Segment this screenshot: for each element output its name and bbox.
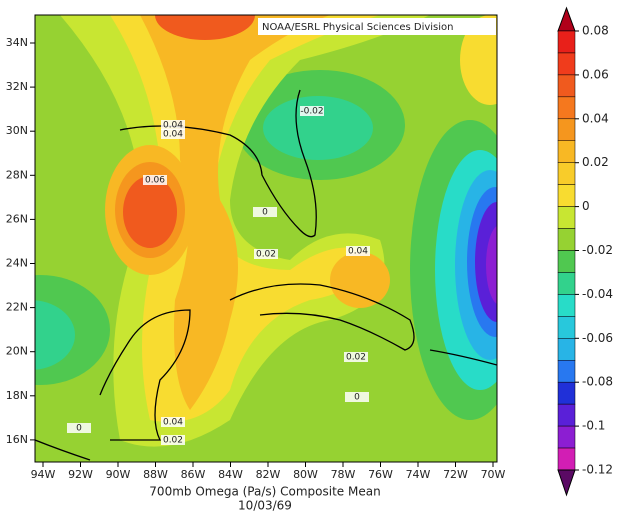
contour-label-bg xyxy=(346,246,370,256)
credit-box xyxy=(258,18,496,35)
colorbar-label: 0.08 xyxy=(582,24,609,38)
contour-label-bg xyxy=(161,435,185,445)
coastlines xyxy=(35,89,497,461)
omega-field xyxy=(35,15,497,462)
x-tick-label: 80W xyxy=(293,468,318,481)
colorbar-cell xyxy=(557,140,576,163)
colorbar-cell xyxy=(557,206,576,229)
contour-label: 0.04 xyxy=(348,247,368,257)
map-frame xyxy=(34,14,498,463)
colorbar-cell xyxy=(557,30,576,54)
colorbar-top xyxy=(557,6,576,32)
contour-label: 0.06 xyxy=(145,176,165,186)
x-tick-label: 76W xyxy=(368,468,393,481)
colorbar-cell xyxy=(557,403,576,427)
contour-label: 0 xyxy=(76,424,82,434)
colorbar-label: -0.08 xyxy=(582,375,613,389)
contour-label: 0.02 xyxy=(163,436,183,446)
x-tick-label: 72W xyxy=(443,468,468,481)
colorbar-cell xyxy=(557,250,576,273)
x-tick-label: 88W xyxy=(143,468,168,481)
x-tick-label: 70W xyxy=(481,468,506,481)
colorbar-label: 0 xyxy=(582,199,590,213)
colorbar-cell xyxy=(557,294,576,317)
colorbar-label: -0.04 xyxy=(582,287,613,301)
credit: NOAA/ESRL Physical Sciences Division xyxy=(262,22,454,33)
colorbar-label: -0.06 xyxy=(582,331,613,345)
contour-label: 0 xyxy=(262,208,268,218)
colorbar-label: -0.12 xyxy=(582,463,613,477)
colorbar-cell xyxy=(557,162,576,185)
colorbar-bottom xyxy=(557,469,576,497)
colorbar-label: -0.02 xyxy=(582,243,613,257)
y-tick-label: 24N xyxy=(6,257,28,270)
colorbar-cell xyxy=(557,184,576,207)
x-tick-label: 86W xyxy=(181,468,206,481)
contour-label-bg xyxy=(161,129,185,139)
caption-title: 700mb Omega (Pa/s) Composite Mean xyxy=(149,485,380,499)
colorbar: 0.08 0.06 0.04 0.02 0 -0.02 -0.04 -0.06 -0.08 -0.… xyxy=(557,6,613,497)
colorbar-cell xyxy=(557,447,576,471)
colorbar-cell xyxy=(557,74,576,98)
colorbar-label: 0.04 xyxy=(582,111,609,125)
colorbar-label: 0.02 xyxy=(582,155,609,169)
x-tick-label: 94W xyxy=(31,468,56,481)
contour-label-bg xyxy=(161,120,185,130)
y-tick-label: 30N xyxy=(6,124,28,137)
x-tick-label: 92W xyxy=(68,468,93,481)
colorbar-cell xyxy=(557,425,576,449)
colorbar-cell xyxy=(557,316,576,339)
colorbar-label: 0.06 xyxy=(582,67,609,81)
y-tick-label: 20N xyxy=(6,345,28,358)
caption-date: 10/03/69 xyxy=(238,499,292,513)
contour-label: 0.04 xyxy=(163,130,183,140)
y-tick-label: 22N xyxy=(6,301,28,314)
y-tick-label: 28N xyxy=(6,168,28,181)
contour-label: -0.02 xyxy=(300,107,323,117)
colorbar-cell xyxy=(557,228,576,251)
contour-label: 0.02 xyxy=(346,353,366,363)
colorbar-cell xyxy=(557,272,576,295)
contour-label-bg xyxy=(344,352,368,362)
contour-label: 0 xyxy=(354,393,360,403)
contour-label-bg xyxy=(254,249,278,259)
contour-label-bg xyxy=(143,175,167,185)
x-tick-label: 74W xyxy=(406,468,431,481)
contour-label: 0.04 xyxy=(163,121,183,131)
contour-label-bg xyxy=(161,417,185,427)
y-tick-label: 18N xyxy=(6,389,28,402)
contour-label: 0.04 xyxy=(163,418,183,428)
contour-label-bg xyxy=(253,207,277,217)
y-tick-label: 26N xyxy=(6,212,28,225)
contour-label-bg xyxy=(345,392,369,402)
contour-label: 0.02 xyxy=(256,250,276,260)
colorbar-cell xyxy=(557,338,576,361)
x-tick-label: 90W xyxy=(106,468,131,481)
colorbar-cell xyxy=(557,118,576,142)
x-tick-label: 78W xyxy=(331,468,356,481)
colorbar-label: -0.1 xyxy=(582,419,605,433)
colorbar-cell xyxy=(557,52,576,76)
colorbar-cell xyxy=(557,381,576,405)
contour-label-bg xyxy=(67,423,91,433)
contour-label-bg xyxy=(300,106,324,116)
x-tick-label: 84W xyxy=(218,468,243,481)
colorbar-cell xyxy=(557,360,576,383)
y-tick-label: 34N xyxy=(6,36,28,49)
colorbar-cell xyxy=(557,96,576,120)
y-tick-label: 16N xyxy=(6,433,28,446)
x-tick-label: 82W xyxy=(256,468,281,481)
y-tick-label: 32N xyxy=(6,80,28,93)
